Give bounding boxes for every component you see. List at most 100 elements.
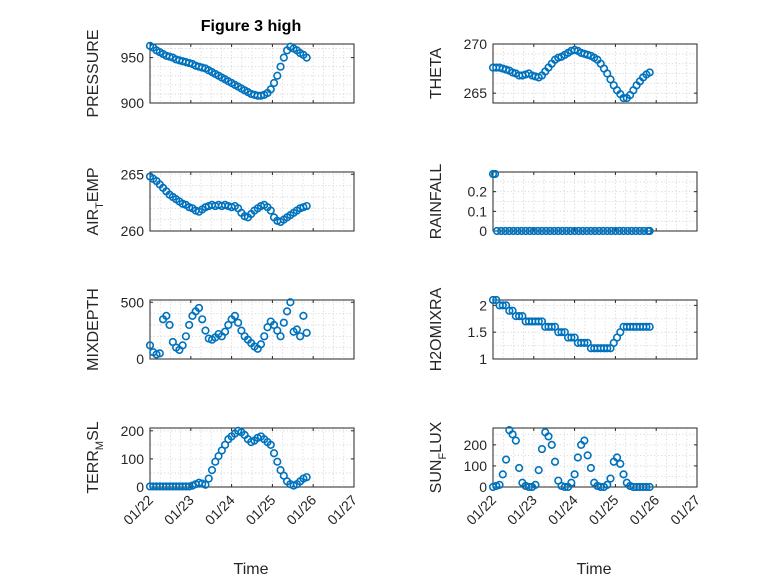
y-axis-label: MIXDEPTH: [85, 288, 102, 371]
y-tick-label: 0.2: [468, 184, 488, 200]
data-point: [573, 453, 582, 462]
data-point: [606, 75, 615, 84]
data-point: [554, 226, 563, 236]
data-point: [492, 226, 502, 236]
data-point: [515, 311, 524, 321]
axes-box: [149, 427, 355, 488]
y-axis-label: RAINFALL: [428, 164, 445, 240]
data-point: [194, 303, 204, 313]
axes-box: [149, 171, 355, 232]
y-axis-label: THETA: [428, 48, 445, 100]
data-point: [611, 226, 620, 236]
data-point: [230, 311, 239, 320]
data-point: [627, 226, 636, 236]
subplot-3: 260 265 AIRTEMP: [85, 166, 355, 239]
y-tick-label: 1.5: [468, 324, 488, 340]
x-tick-label: 01/27: [667, 492, 703, 528]
data-point: [296, 332, 305, 341]
x-tick-label: 01/26: [283, 492, 319, 528]
y-tick-label: 265: [464, 85, 488, 101]
data-point: [269, 449, 279, 458]
data-point: [497, 226, 506, 236]
data-point: [645, 226, 654, 236]
data-point: [619, 93, 628, 103]
data-point: [534, 317, 543, 326]
y-axis-label: H2OMIXRA: [428, 287, 445, 371]
y-tick-label: 0: [479, 223, 487, 239]
data-point: [155, 349, 164, 358]
data-point: [162, 311, 171, 320]
data-point: [566, 226, 575, 236]
data-point: [615, 226, 624, 236]
data-point: [488, 295, 498, 305]
data-point: [201, 326, 210, 335]
y-tick-label: 0: [136, 351, 144, 367]
data-point: [511, 436, 520, 445]
data-point: [631, 226, 640, 236]
x-tick-label: 01/26: [626, 492, 662, 528]
data-point: [204, 474, 213, 483]
data-point: [623, 226, 632, 236]
data-point: [292, 325, 301, 334]
y-tick-label: 270: [464, 36, 488, 52]
data-point: [544, 432, 553, 441]
data-point: [547, 440, 556, 449]
data-point: [521, 226, 530, 236]
axes-box: [492, 299, 698, 360]
data-point: [574, 226, 583, 236]
x-axis-label-right: Time: [577, 561, 612, 578]
y-tick-label: 0.1: [468, 203, 488, 219]
data-point: [580, 436, 589, 445]
x-tick-label: 01/22: [120, 492, 156, 528]
subplot-4: 0 0.1 0.2 RAINFALL: [428, 164, 698, 240]
x-axis-label-left: Time: [234, 561, 269, 578]
data-point: [490, 169, 500, 179]
data-point: [557, 328, 566, 337]
data-point: [279, 53, 288, 62]
data-point: [515, 463, 524, 473]
data-point: [276, 62, 285, 71]
data-point: [302, 53, 311, 62]
data-point: [642, 482, 651, 492]
data-point: [567, 478, 576, 487]
y-axis-label: SUNFLUX: [428, 421, 449, 493]
subplot-1: 900 950 PRESSURE: [85, 29, 355, 118]
data-point: [645, 322, 654, 331]
data-point: [498, 470, 507, 479]
data-point: [282, 307, 292, 316]
y-tick-label: 2: [479, 297, 487, 313]
data-point: [266, 85, 275, 94]
y-tick-label: 1: [479, 351, 487, 367]
data-point: [302, 201, 311, 211]
data-point: [276, 332, 285, 341]
data-point: [529, 226, 538, 236]
data-point: [165, 320, 174, 330]
data-point: [541, 226, 551, 236]
data-point: [570, 470, 579, 479]
data-point: [266, 206, 275, 215]
y-tick-label: 200: [121, 423, 145, 439]
data-point: [266, 440, 275, 449]
data-point: [583, 451, 592, 460]
data-point: [562, 226, 571, 236]
y-tick-label: 950: [121, 50, 145, 66]
data-point: [234, 318, 243, 327]
data-point: [269, 78, 279, 88]
data-point: [537, 226, 547, 236]
data-point: [198, 315, 207, 324]
data-point: [580, 338, 589, 348]
data-point: [603, 344, 612, 353]
subplot-6: 1 1.5 2 H2OMIXRA: [428, 287, 698, 371]
data-point: [260, 332, 269, 341]
data-point: [645, 482, 654, 492]
data-point: [517, 226, 526, 236]
data-point: [256, 340, 266, 349]
x-tick-label: 01/23: [161, 492, 197, 528]
data-point: [501, 226, 510, 236]
data-point: [550, 226, 559, 236]
x-tick-label: 01/24: [545, 492, 581, 528]
data-point: [590, 226, 600, 236]
data-point: [558, 226, 567, 236]
